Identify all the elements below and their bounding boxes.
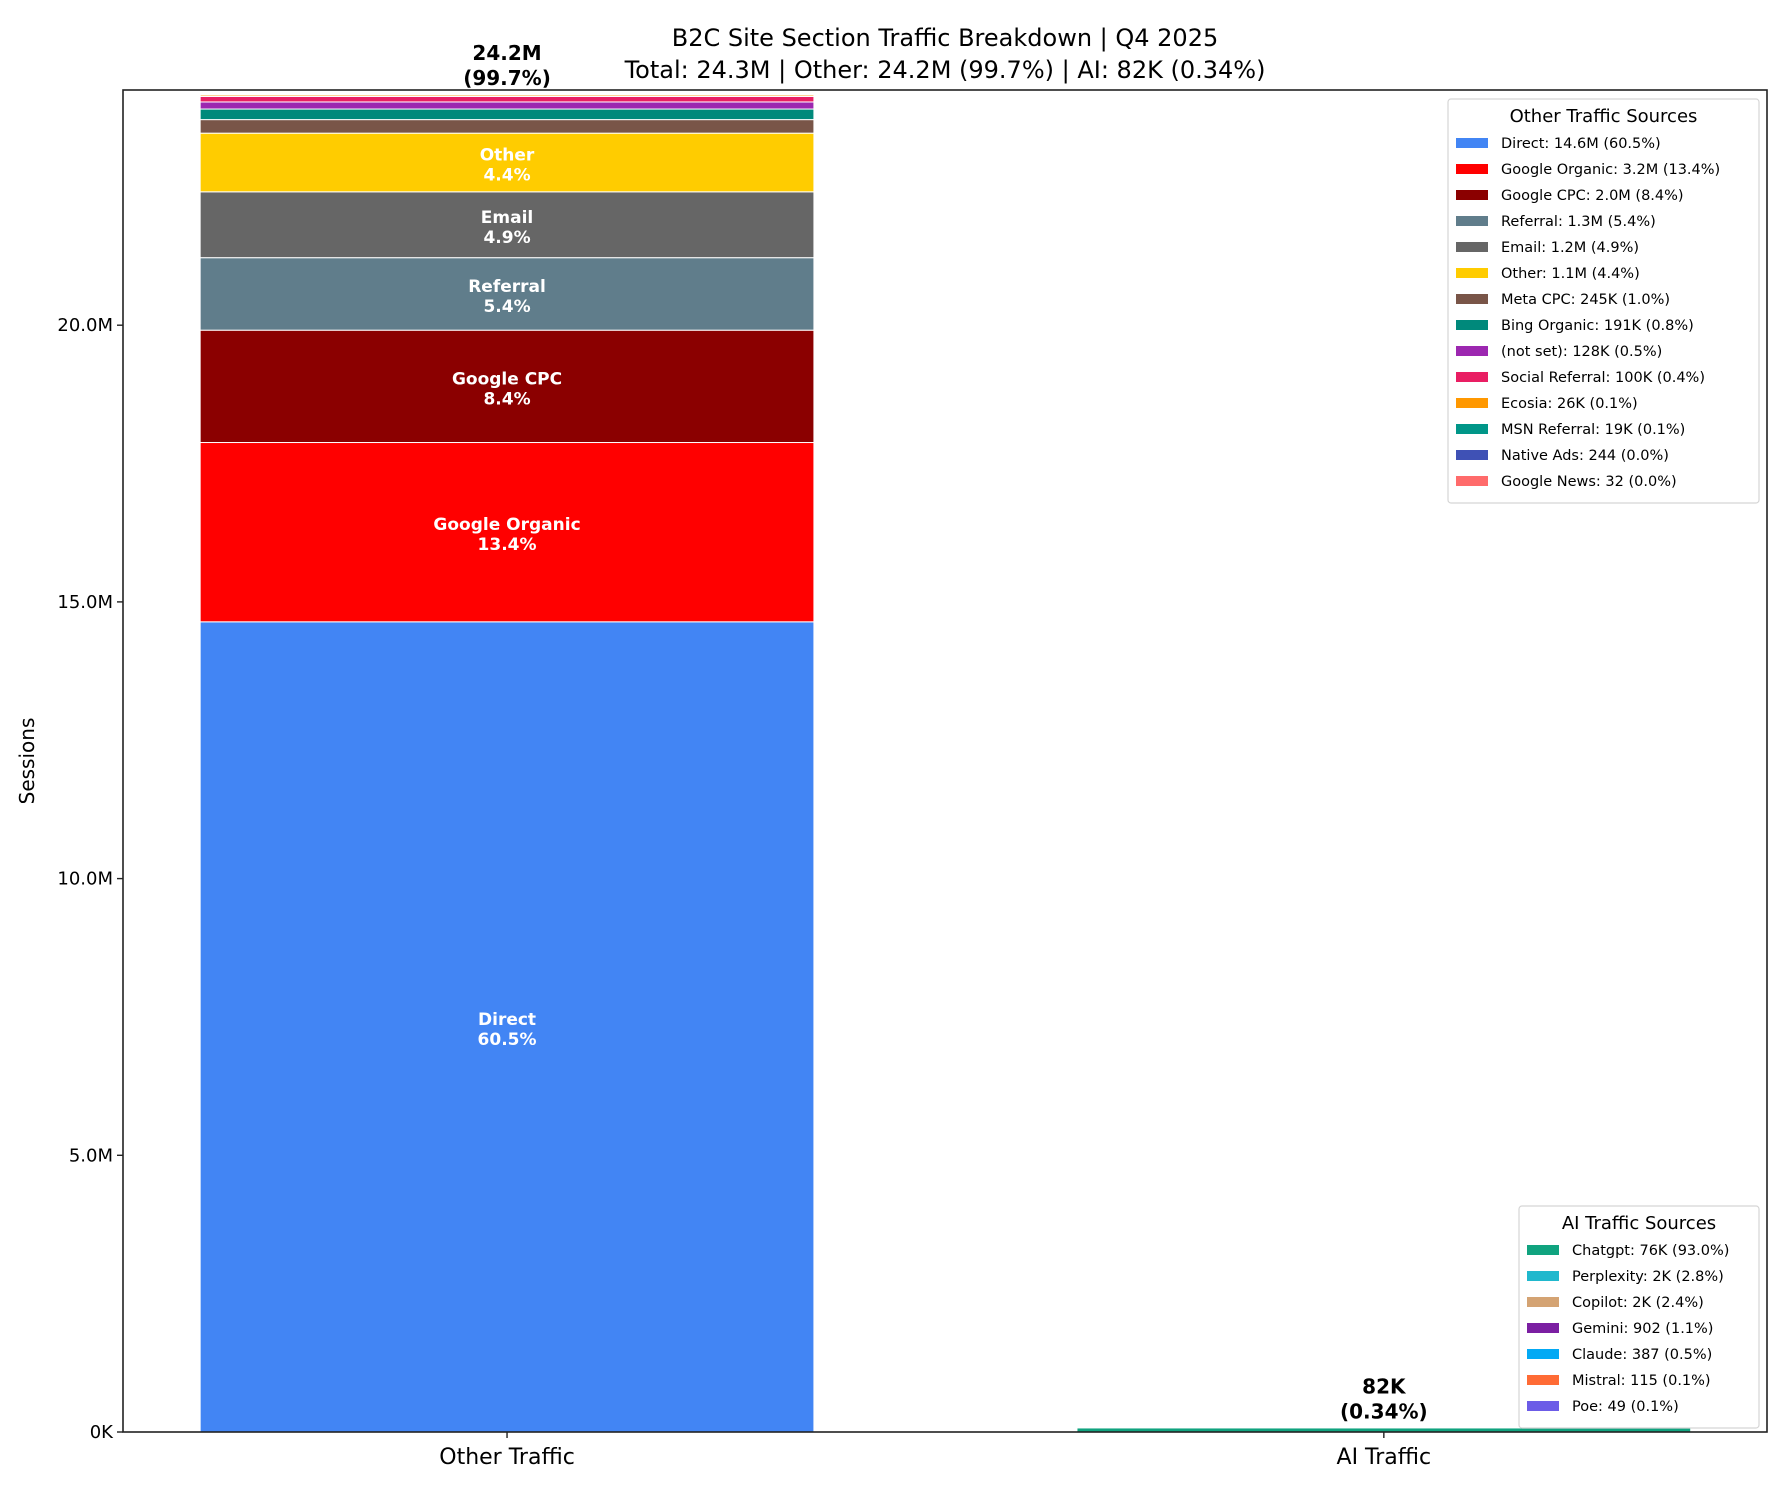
legends-group: Other Traffic Sources Direct: 14.6M (60.5… [1448,99,1759,1428]
legend-entry: Native Ads: 244 (0.0%) [1501,448,1669,464]
legend-swatch [1456,398,1488,408]
legend-swatch [1456,294,1488,304]
legend-swatch [1456,216,1488,226]
legend-entry: Email: 1.2M (4.9%) [1501,240,1639,256]
legend-swatch [1527,1375,1559,1385]
legend-entry: Copilot: 2K (2.4%) [1572,1295,1704,1311]
legend-entry: Meta CPC: 245K (1.0%) [1501,292,1670,308]
legend-entry: Perplexity: 2K (2.8%) [1572,1269,1724,1285]
segment-label-name: Email [481,208,533,228]
legend-swatch [1456,138,1488,148]
legend-entry: (not set): 128K (0.5%) [1501,344,1662,360]
segment-label-name: Other [480,145,535,165]
legend-entry: Direct: 14.6M (60.5%) [1501,136,1661,152]
legend-swatch [1456,476,1488,486]
segment-label-name: Direct [478,1010,536,1030]
bar-segment-social-referral [200,96,814,102]
legend-box [1519,1206,1759,1428]
legend-swatch [1456,242,1488,252]
legend-entry: Poe: 49 (0.1%) [1572,1399,1679,1415]
segment-label-pct: 5.4% [483,297,530,317]
y-tick-label: 20.0M [57,315,113,336]
legend-swatch [1456,190,1488,200]
legend-swatch [1527,1245,1559,1255]
legend-swatch [1456,372,1488,382]
legend-entry: Referral: 1.3M (5.4%) [1501,214,1656,230]
y-axis-label: Sessions [15,718,39,805]
chart-subtitle: Total: 24.3M | Other: 24.2M (99.7%) | AI… [624,56,1266,84]
y-tick-label: 10.0M [57,869,113,890]
legend-entry: Gemini: 902 (1.1%) [1572,1321,1713,1337]
segment-label-pct: 4.4% [483,165,530,185]
legend-entry: Ecosia: 26K (0.1%) [1501,396,1638,412]
legend-entry: Chatgpt: 76K (93.0%) [1572,1243,1729,1259]
legend-swatch [1456,164,1488,174]
segment-label-name: Referral [468,277,546,297]
legend-entry: Google Organic: 3.2M (13.4%) [1501,162,1720,178]
legend-entry: Google CPC: 2.0M (8.4%) [1501,188,1684,204]
segment-label-pct: 8.4% [483,389,530,409]
legend-swatch [1456,320,1488,330]
legend-swatch [1456,424,1488,434]
legend-swatch [1527,1323,1559,1333]
segment-label-pct: 4.9% [483,228,530,248]
legend-entry: Mistral: 115 (0.1%) [1572,1373,1711,1389]
y-tick-label: 5.0M [69,1145,113,1166]
y-tick-label: 0K [90,1422,114,1443]
x-tick-label: AI Traffic [1337,1445,1432,1470]
legend-swatch [1456,450,1488,460]
legend-swatch [1527,1401,1559,1411]
segment-label-name: Google CPC [452,369,562,389]
x-tick-label: Other Traffic [439,1445,575,1470]
legend-entry: MSN Referral: 19K (0.1%) [1501,422,1685,438]
legend-entry: Claude: 387 (0.5%) [1572,1347,1712,1363]
legend-entry: Bing Organic: 191K (0.8%) [1501,318,1694,334]
legend-swatch [1456,268,1488,278]
bar-total-pct: (0.34%) [1340,1399,1428,1423]
legend-swatch [1456,346,1488,356]
y-tick-label: 15.0M [57,592,113,613]
bar-segment-not-set [200,102,814,109]
legend-entry: Other: 1.1M (4.4%) [1501,266,1640,282]
legend-title: Other Traffic Sources [1510,106,1698,127]
legend-swatch [1527,1349,1559,1359]
segment-label-pct: 60.5% [478,1030,537,1050]
legend-entry: Google News: 32 (0.0%) [1501,474,1677,490]
legend-swatch [1527,1271,1559,1281]
bar-segment-bing-organic [200,109,814,120]
bar-total-value: 82K [1362,1374,1407,1398]
legend-swatch [1527,1297,1559,1307]
bar-total-value: 24.2M [472,41,541,65]
segment-label-pct: 13.4% [478,535,537,555]
legend-entry: Social Referral: 100K (0.4%) [1501,370,1705,386]
bar-total-pct: (99.7%) [463,66,551,90]
bar-segment-meta-cpc [200,120,814,134]
segment-label-name: Google Organic [433,515,580,535]
chart-title: B2C Site Section Traffic Breakdown | Q4 … [672,24,1219,52]
legend-title: AI Traffic Sources [1562,1213,1716,1234]
